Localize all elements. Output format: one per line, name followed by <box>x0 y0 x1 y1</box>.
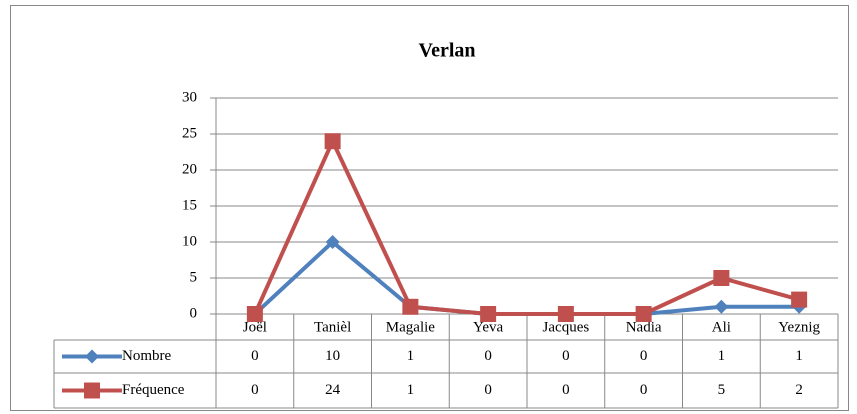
y-tick-label: 25 <box>182 125 197 141</box>
table-value: 0 <box>251 382 259 398</box>
marker <box>324 133 341 150</box>
marker <box>402 298 419 315</box>
legend-label: Fréquence <box>122 382 185 398</box>
x-tick-label: Joël <box>243 319 267 335</box>
x-tick-label: Tanièl <box>314 319 351 335</box>
x-tick-label: Yeznig <box>778 319 820 335</box>
legend-marker <box>85 349 99 364</box>
table-value: 10 <box>325 348 340 364</box>
table-value: 1 <box>718 348 726 364</box>
x-tick-label: Ali <box>712 319 731 335</box>
table-value: 0 <box>640 382 648 398</box>
y-tick-label: 0 <box>190 305 198 321</box>
marker <box>714 299 729 314</box>
table-value: 1 <box>407 348 415 364</box>
marker <box>325 235 340 249</box>
legend-label: Nombre <box>122 348 171 364</box>
y-tick-label: 5 <box>190 269 198 285</box>
table-value: 0 <box>562 348 570 364</box>
table-value: 1 <box>795 348 803 364</box>
x-tick-label: Jacques <box>543 319 590 335</box>
y-tick-label: 15 <box>182 197 197 213</box>
chart-title: Verlan <box>418 40 475 62</box>
table-value: 0 <box>251 348 259 364</box>
table-value: 1 <box>407 382 415 398</box>
legend-marker <box>84 382 100 399</box>
table-value: 0 <box>484 382 492 398</box>
series-line <box>253 136 800 316</box>
marker <box>246 306 263 322</box>
y-tick-label: 20 <box>182 161 197 177</box>
marker <box>635 306 652 322</box>
x-tick-label: Yeva <box>473 319 503 335</box>
table-value: 0 <box>562 382 570 398</box>
table-value: 0 <box>484 348 492 364</box>
marker <box>480 306 497 322</box>
y-tick-label: 10 <box>182 233 197 249</box>
y-tick-label: 30 <box>182 89 197 105</box>
marker <box>713 270 730 286</box>
marker <box>557 306 574 322</box>
table-value: 24 <box>325 382 341 398</box>
x-tick-label: Nadia <box>626 319 662 335</box>
table-value: 5 <box>718 382 726 398</box>
x-tick-label: Magalie <box>386 319 435 335</box>
chart-border <box>10 5 849 411</box>
marker <box>791 291 808 308</box>
table-value: 0 <box>640 348 648 364</box>
table-value: 2 <box>795 382 803 398</box>
